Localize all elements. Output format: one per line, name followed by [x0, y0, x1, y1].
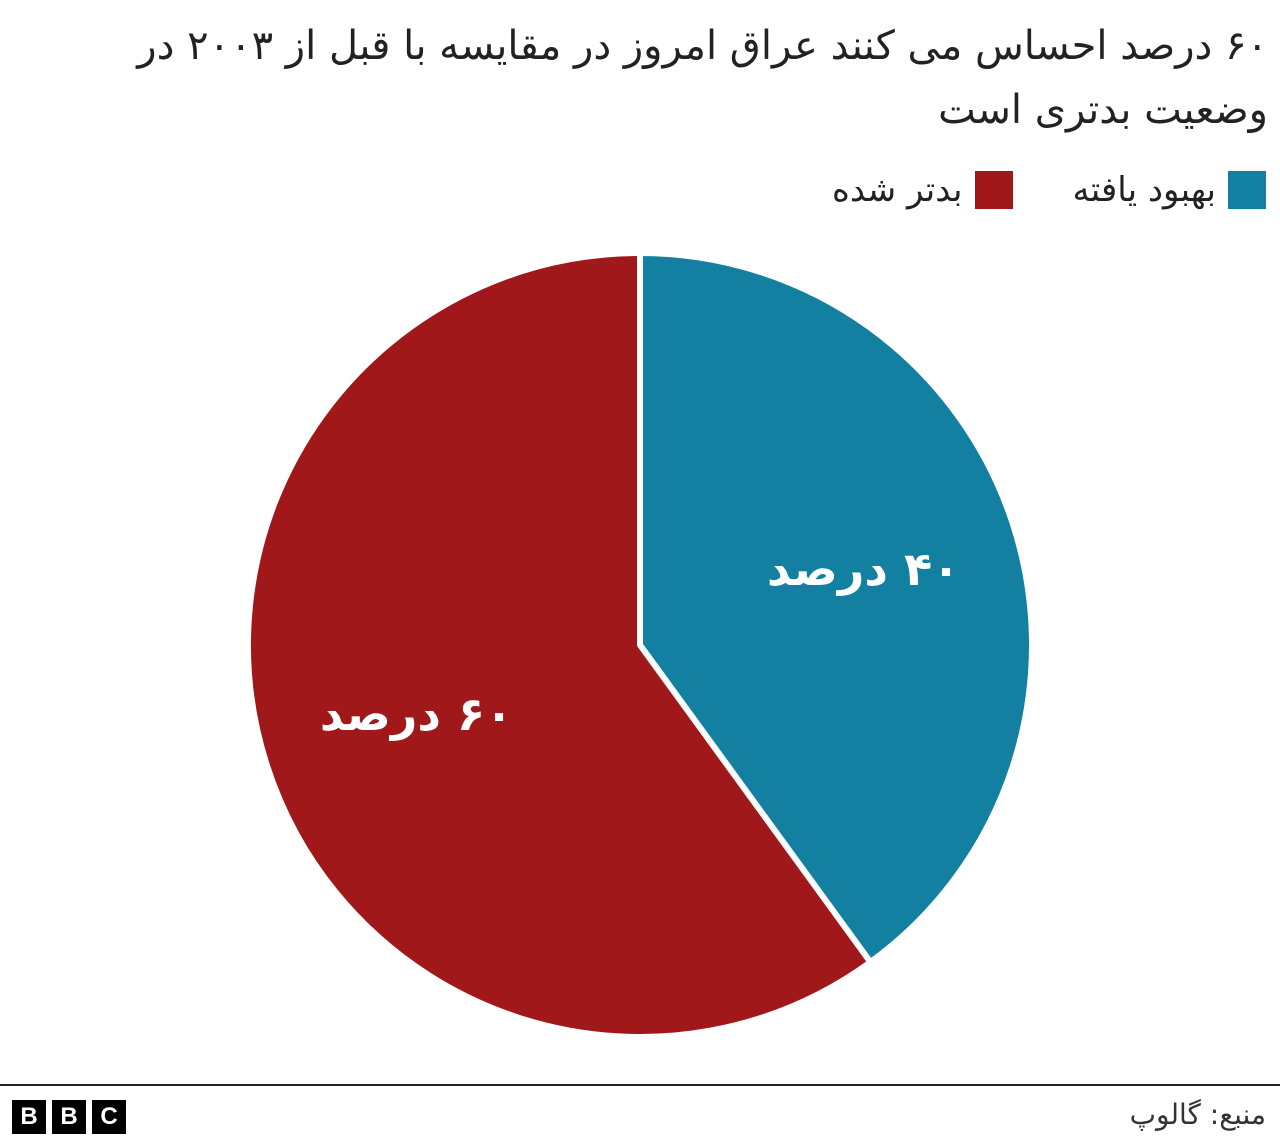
legend: بهبود یافته بدتر شده [772, 170, 1266, 210]
bbc-logo: B B C [12, 1100, 126, 1134]
legend-swatch-improved [1228, 171, 1266, 209]
pie-data-label-improved: ۴۰ درصد [767, 542, 960, 596]
chart-title: ۶۰ درصد احساس می کنند عراق امروز در مقای… [137, 23, 1268, 133]
legend-swatch-worse [974, 171, 1013, 209]
pie-slice-improved [637, 250, 1035, 966]
legend-label-improved: بهبود یافته [1072, 170, 1216, 210]
pie-chart: ۴۰ درصد ۶۰ درصد [245, 250, 1035, 1040]
legend-label-worse: بدتر شده [832, 170, 963, 210]
pie-data-label-worse: ۶۰ درصد [320, 687, 513, 741]
bbc-logo-letter: C [92, 1100, 126, 1134]
pie-slice-worse [245, 250, 874, 1040]
source-note: منبع: گالوپ [1129, 1098, 1266, 1131]
bbc-logo-letter: B [52, 1100, 86, 1134]
bbc-logo-letter: B [12, 1100, 46, 1134]
legend-item-worse: بدتر شده [832, 170, 1013, 210]
legend-item-improved: بهبود یافته [1073, 170, 1266, 210]
footer-divider [0, 1084, 1280, 1086]
